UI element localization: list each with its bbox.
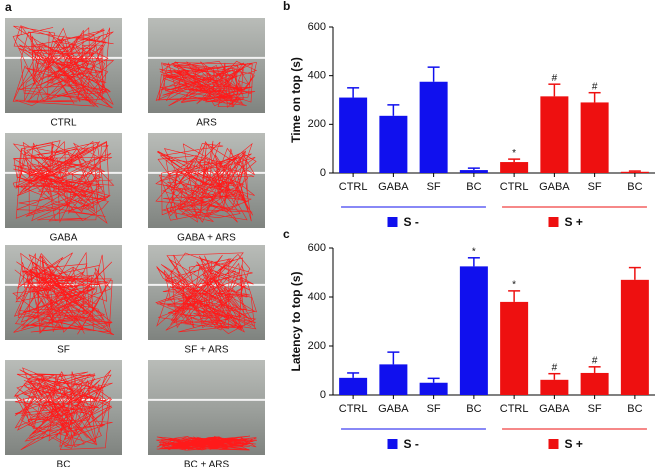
x-tick-label: SF — [588, 181, 602, 193]
legend-label: S + — [565, 215, 583, 229]
swim-track — [13, 367, 113, 451]
x-tick-label: CTRL — [339, 403, 368, 415]
legend-swatch — [548, 439, 559, 449]
tank-label: BC — [57, 460, 71, 467]
panel-label: a — [5, 0, 12, 14]
bar — [379, 364, 408, 395]
x-tick-label: GABA — [539, 403, 570, 415]
bar — [419, 382, 448, 395]
x-tick-label: BC — [627, 403, 642, 415]
tank-label: SF — [57, 345, 70, 356]
significance-mark: # — [592, 81, 598, 92]
bar — [540, 379, 569, 395]
legend-swatch — [387, 217, 398, 227]
y-tick-label: 400 — [308, 70, 326, 82]
bar — [620, 171, 649, 173]
significance-mark: * — [472, 246, 476, 257]
y-tick-label: 0 — [320, 389, 326, 401]
x-tick-label: BC — [627, 181, 642, 193]
bar — [379, 115, 408, 173]
panel-label: c — [283, 227, 290, 241]
y-axis-label: Time on top (s) — [289, 57, 303, 143]
x-tick-label: SF — [427, 403, 441, 415]
x-tick-label: SF — [427, 181, 441, 193]
bar — [540, 96, 569, 173]
y-tick-label: 200 — [308, 340, 326, 352]
significance-mark: * — [512, 280, 516, 291]
tank-label: ARS — [196, 118, 217, 129]
panel-label: b — [283, 0, 290, 13]
swim-track — [155, 140, 257, 223]
legend-label: S + — [565, 437, 583, 451]
x-tick-label: CTRL — [500, 403, 529, 415]
y-tick-label: 600 — [308, 242, 326, 254]
x-tick-label: CTRL — [500, 181, 529, 193]
y-tick-label: 0 — [320, 167, 326, 179]
x-tick-label: SF — [588, 403, 602, 415]
swim-track — [12, 251, 115, 335]
tank-label: BC + ARS — [184, 460, 230, 467]
y-tick-label: 600 — [308, 21, 326, 33]
legend-swatch — [548, 217, 559, 227]
x-tick-label: CTRL — [339, 181, 368, 193]
significance-mark: # — [552, 362, 558, 373]
tank-label: GABA + ARS — [177, 233, 236, 244]
legend-swatch — [387, 439, 398, 449]
bar — [339, 97, 368, 173]
x-tick-label: BC — [466, 181, 481, 193]
bar — [500, 162, 529, 173]
swim-track — [155, 252, 257, 334]
significance-mark: * — [512, 148, 516, 159]
x-tick-label: BC — [466, 403, 481, 415]
bar — [419, 81, 448, 173]
legend-label: S - — [404, 437, 419, 451]
significance-mark: # — [552, 73, 558, 84]
tank-label: SF + ARS — [184, 345, 229, 356]
bar — [500, 301, 529, 395]
bar — [339, 377, 368, 395]
swim-track — [156, 435, 257, 451]
tank-label: CTRL — [50, 118, 77, 129]
legend-label: S - — [404, 215, 419, 229]
bar — [580, 372, 609, 395]
significance-mark: # — [592, 355, 598, 366]
y-axis-label: Latency to top (s) — [289, 271, 303, 371]
y-tick-label: 400 — [308, 291, 326, 303]
bar — [620, 279, 649, 395]
swim-track — [12, 25, 115, 109]
bar — [580, 102, 609, 173]
x-tick-label: GABA — [539, 181, 570, 193]
swim-track — [12, 140, 115, 224]
tank-label: GABA — [50, 233, 78, 244]
y-tick-label: 200 — [308, 118, 326, 130]
x-tick-label: GABA — [378, 403, 409, 415]
x-tick-label: GABA — [378, 181, 409, 193]
bar — [459, 170, 488, 173]
swim-track — [155, 60, 258, 108]
bar — [459, 266, 488, 395]
